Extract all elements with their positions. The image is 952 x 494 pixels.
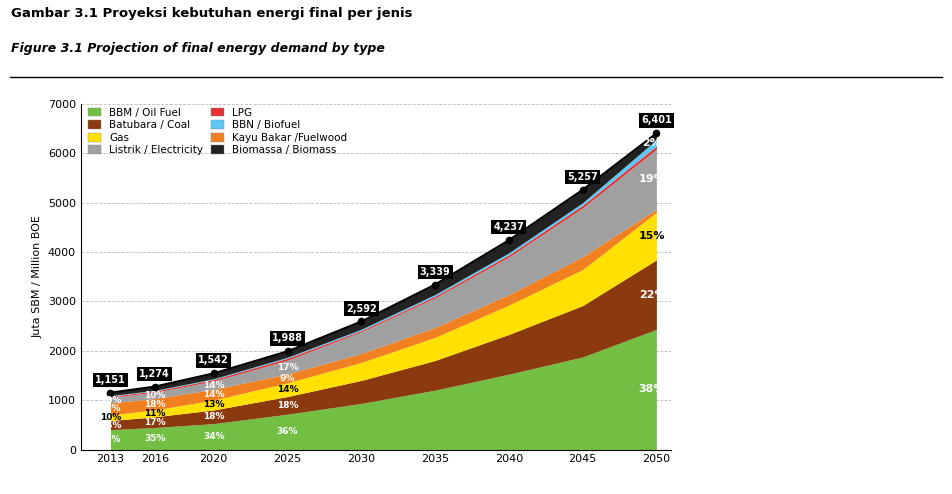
Text: 5,257: 5,257 xyxy=(567,172,598,182)
Text: 16%: 16% xyxy=(100,420,121,430)
Text: 1,542: 1,542 xyxy=(198,356,229,366)
Text: 38%: 38% xyxy=(639,384,665,395)
Text: 18%: 18% xyxy=(144,400,166,409)
Text: 34%: 34% xyxy=(203,432,225,441)
Text: 3,339: 3,339 xyxy=(420,267,450,277)
Text: 15%: 15% xyxy=(639,231,665,241)
Text: 17%: 17% xyxy=(277,363,298,371)
Text: 22%: 22% xyxy=(639,289,665,299)
Text: 1,151: 1,151 xyxy=(95,375,126,385)
Text: 1,274: 1,274 xyxy=(139,369,170,379)
Y-axis label: Juta SBM / Million BOE: Juta SBM / Million BOE xyxy=(32,215,43,338)
Text: 13%: 13% xyxy=(203,401,225,410)
Text: 9%: 9% xyxy=(280,374,295,383)
Text: 6,401: 6,401 xyxy=(641,116,672,125)
Text: 10%: 10% xyxy=(144,391,166,400)
Text: 2%: 2% xyxy=(643,138,662,148)
Text: 18%: 18% xyxy=(203,412,225,421)
Text: 36%: 36% xyxy=(277,427,298,436)
Text: 11%: 11% xyxy=(144,409,166,418)
Text: 4,237: 4,237 xyxy=(493,222,525,232)
Text: 1,988: 1,988 xyxy=(272,333,303,343)
Text: 19%: 19% xyxy=(639,174,665,184)
Text: 35%: 35% xyxy=(144,434,166,443)
Text: Gambar 3.1 Proyeksi kebutuhan energi final per jenis: Gambar 3.1 Proyeksi kebutuhan energi fin… xyxy=(11,7,413,20)
Text: 21%: 21% xyxy=(100,405,121,413)
Text: 10%: 10% xyxy=(100,396,121,405)
Text: 2,592: 2,592 xyxy=(346,304,377,314)
Text: 10%: 10% xyxy=(100,413,121,422)
Text: 18%: 18% xyxy=(277,401,298,410)
Text: 14%: 14% xyxy=(203,390,225,399)
Text: 35%: 35% xyxy=(100,435,121,444)
Text: 14%: 14% xyxy=(277,385,298,394)
Text: 17%: 17% xyxy=(144,417,166,427)
Legend: BBM / Oil Fuel, Batubara / Coal, Gas, Listrik / Electricity, LPG, BBN / Biofuel,: BBM / Oil Fuel, Batubara / Coal, Gas, Li… xyxy=(86,106,349,158)
Text: 14%: 14% xyxy=(203,381,225,390)
Text: Figure 3.1 Projection of final energy demand by type: Figure 3.1 Projection of final energy de… xyxy=(11,42,386,55)
